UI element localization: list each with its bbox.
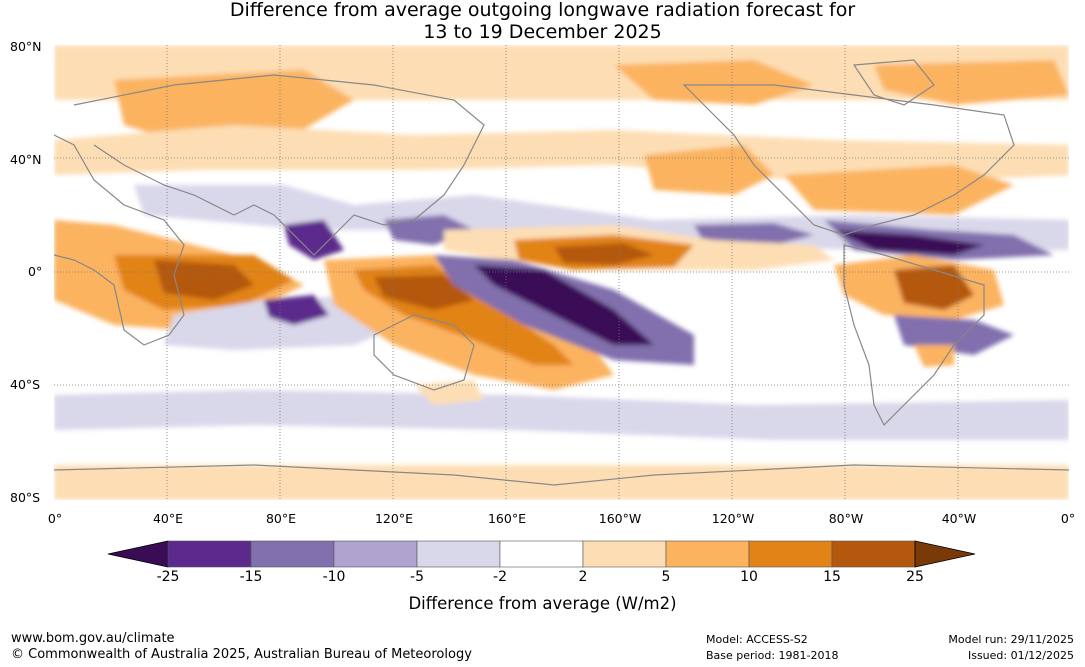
footer-model: Model: ACCESS-S2 [706, 633, 808, 646]
new-zealand-positive-patch [414, 380, 484, 405]
lon-label-40e: 40°E [152, 511, 184, 526]
colorbar [107, 540, 976, 568]
colorbar-low-extend [107, 540, 169, 568]
north-pacific-positive-patch [644, 145, 774, 195]
lon-label-0-left: 0° [47, 511, 63, 526]
lon-label-80e: 80°E [265, 511, 297, 526]
south-brazil-positive-patch [914, 345, 954, 367]
lat-label-80s: 80°S [10, 490, 41, 505]
lat-label-80n: 80°N [10, 39, 42, 54]
colorbar-title: Difference from average (W/m2) [408, 594, 677, 613]
colorbar-segment [499, 540, 584, 568]
colorbar-tick-label: -2 [493, 569, 507, 585]
eurasia-coastline [73, 74, 485, 256]
southern-midlatitude-negative-band [54, 390, 1069, 440]
colorbar-tick-label: 10 [740, 569, 758, 585]
lon-label-80w: 80°W [828, 511, 864, 526]
lon-label-160e: 160°E [487, 511, 526, 526]
colorbar-tick-label: 2 [578, 569, 588, 585]
lat-label-equator: 0° [28, 264, 43, 279]
footer-url: www.bom.gov.au/climate [11, 631, 175, 646]
colorbar-tick-label: 5 [661, 569, 671, 585]
colorbar-high-extend [914, 540, 976, 568]
colorbar-tick-label: -5 [410, 569, 424, 585]
antarctic-positive-band [54, 465, 1069, 500]
lon-label-160w: 160°W [598, 511, 642, 526]
south-pacific-strong-negative-core [474, 265, 654, 345]
lon-label-120e: 120°E [374, 511, 413, 526]
lat-label-40n: 40°N [10, 152, 42, 167]
colorbar-segment [416, 540, 501, 568]
north-america-positive-patch [784, 165, 1014, 215]
asia-positive-patch [114, 70, 354, 140]
tropical-pacific-negative-patch [694, 223, 814, 245]
graticule [54, 45, 1069, 500]
central-america-strong-negative-core [834, 230, 984, 255]
lon-label-0-right: 0° [1060, 511, 1076, 526]
colorbar-segment [582, 540, 667, 568]
midlatitude-north-positive-band [54, 125, 1069, 185]
north-equatorial-pacific-strong-core [554, 243, 654, 265]
colorbar-tick-label: 25 [906, 569, 924, 585]
greenland-coastline [852, 59, 935, 106]
bay-of-bengal-negative-patch [284, 220, 344, 260]
colorbar-tick-label: 15 [823, 569, 841, 585]
indonesia-strong-positive-core [374, 275, 474, 310]
colorbar-segment [748, 540, 833, 568]
colorbar-segment [665, 540, 750, 568]
north-america-coastline [682, 84, 1015, 236]
footer-copyright: © Commonwealth of Australia 2025, Austra… [11, 647, 472, 662]
colorbar-tick-label: -10 [322, 569, 346, 585]
south-indian-ocean-negative-core [264, 295, 329, 325]
colorbar-segment [167, 540, 252, 568]
colorbar-segment [250, 540, 335, 568]
chart-title-line-1: Difference from average outgoing longwav… [229, 0, 856, 21]
colorbar-tick-label: -25 [156, 569, 180, 585]
lat-label-40s: 40°S [10, 377, 41, 392]
antarctica-coastline [54, 464, 1069, 486]
colorbar-segment [333, 540, 418, 568]
footer-base-period: Base period: 1981-2018 [706, 649, 839, 662]
africa-strong-positive-core [154, 260, 254, 300]
lon-label-40w: 40°W [941, 511, 977, 526]
lon-label-120w: 120°W [711, 511, 755, 526]
arctic-pacific-positive-patch [614, 60, 814, 105]
australia-coastline [373, 314, 475, 391]
south-america-coastline [843, 244, 985, 427]
colorbar-segment [831, 540, 916, 568]
footer-model-run: Model run: 29/11/2025 [948, 633, 1074, 646]
coastlines [54, 59, 1069, 486]
subtropical-north-negative-band [134, 185, 1069, 250]
chart-title-line-2: 13 to 19 December 2025 [423, 21, 662, 43]
anomaly-map [54, 45, 1069, 500]
anomaly-map-graphic [54, 45, 1069, 500]
colorbar-tick-label: -15 [239, 569, 263, 585]
africa-coastline [54, 134, 185, 346]
footer-issued: Issued: 01/12/2025 [967, 649, 1074, 662]
